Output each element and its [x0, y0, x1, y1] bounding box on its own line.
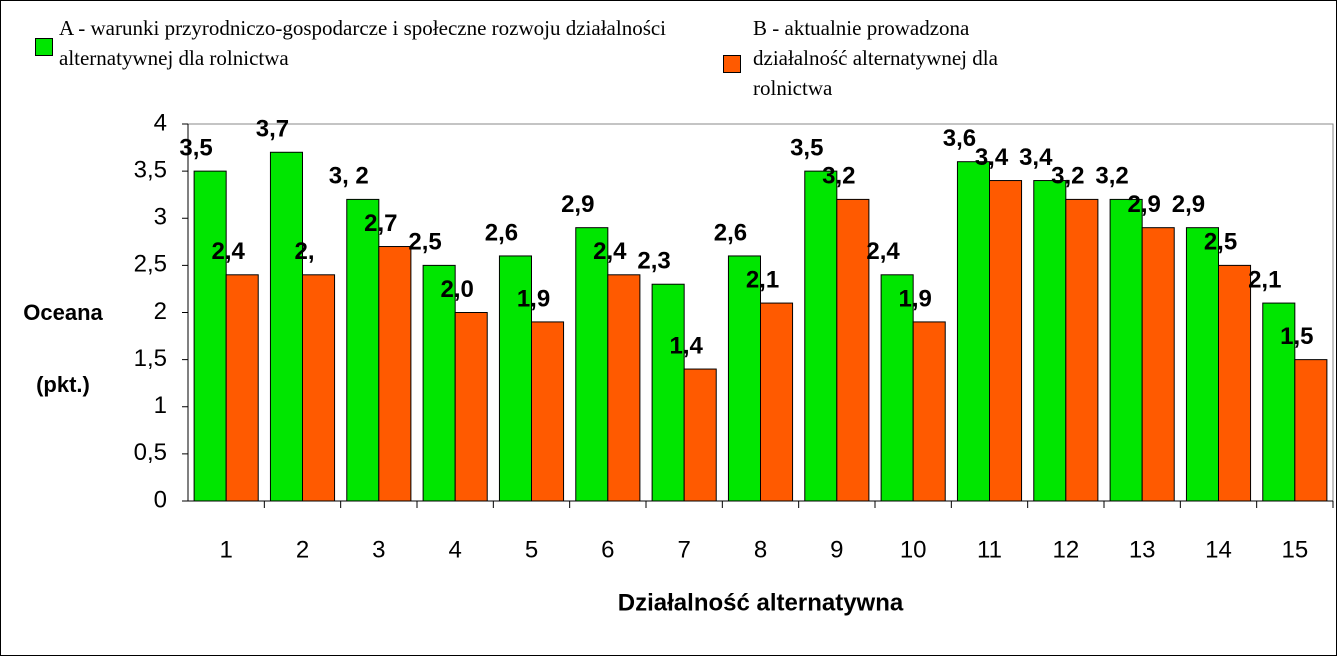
bar [302, 274, 336, 502]
bar [1109, 198, 1143, 502]
value-label: 3,5 [179, 134, 212, 161]
value-label: 2,9 [561, 191, 594, 218]
legend-entry: A - warunki przyrodniczo-gospodarcze i s… [59, 16, 667, 70]
value-label: 2,4 [593, 238, 627, 265]
bar [1033, 180, 1067, 502]
value-label: 2,5 [1204, 229, 1237, 256]
value-label: 3,4 [1019, 144, 1053, 171]
legend-swatch [35, 38, 53, 56]
value-label: 3,2 [1051, 163, 1084, 190]
bar [607, 274, 641, 502]
value-label: 1,9 [898, 285, 931, 312]
bar [269, 151, 304, 502]
bar [956, 161, 991, 502]
value-label: 2,1 [1248, 266, 1281, 293]
bar [378, 246, 412, 502]
x-tick-label: 1 [219, 536, 232, 563]
bar [193, 170, 227, 502]
x-tick-label: 11 [977, 536, 1002, 563]
x-axis-label: Działalność alternatywna [618, 589, 904, 616]
value-label: 3,2 [1095, 163, 1128, 190]
y-axis-label: Oceana [23, 300, 103, 325]
value-label: 2,3 [637, 248, 670, 275]
value-label: 1,4 [669, 332, 703, 359]
bar [575, 227, 609, 502]
bar [1141, 227, 1175, 502]
value-label: 2,4 [866, 238, 900, 265]
value-label: 2, [294, 238, 314, 265]
bar [346, 198, 380, 502]
bar [989, 180, 1023, 502]
bar [760, 302, 794, 502]
y-tick-label: 3,5 [134, 156, 167, 183]
x-tick-label: 6 [601, 536, 614, 563]
value-label: 3,5 [790, 134, 823, 161]
bar [683, 368, 717, 502]
x-tick-label: 13 [1129, 536, 1156, 563]
bar [1262, 302, 1296, 502]
value-label: 3,4 [975, 144, 1009, 171]
y-tick-label: 2 [154, 298, 167, 325]
bar [1185, 227, 1219, 502]
x-tick-label: 10 [900, 536, 927, 563]
x-tick-label: 3 [372, 536, 385, 563]
value-label: 2,0 [440, 276, 473, 303]
bar [531, 321, 565, 502]
x-tick-label: 4 [448, 536, 461, 563]
y-tick-label: 2,5 [134, 251, 167, 278]
x-tick-label: 7 [677, 536, 690, 563]
y-tick-label: 3 [154, 204, 167, 231]
legend-entry: B - aktualnie prowadzona działalność alt… [753, 16, 998, 100]
bar [912, 321, 946, 502]
value-label: 3,7 [256, 116, 289, 143]
value-label: 2,7 [364, 210, 397, 237]
y-tick-label: 1 [154, 392, 167, 419]
value-label: 3,2 [822, 163, 855, 190]
y-tick-label: 1,5 [134, 345, 167, 372]
y-tick-label: 4 [154, 109, 167, 136]
legend-swatch [723, 55, 741, 73]
x-tick-label: 2 [296, 536, 309, 563]
x-tick-label: 14 [1205, 536, 1232, 563]
value-label: 1,5 [1280, 323, 1313, 350]
value-label: 2,5 [408, 229, 441, 256]
x-tick-label: 15 [1281, 536, 1308, 563]
x-tick-label: 12 [1052, 536, 1079, 563]
value-label: 3,6 [943, 125, 976, 152]
y-tick-label: 0 [154, 486, 167, 513]
value-label: 2,9 [1127, 191, 1160, 218]
value-label: 2,4 [211, 238, 245, 265]
value-label: 2,1 [746, 266, 779, 293]
bar [225, 274, 259, 502]
bar [454, 312, 488, 502]
y-axis-label: (pkt.) [36, 372, 90, 397]
bar [1294, 359, 1328, 502]
bar [836, 198, 870, 502]
value-label: 2,6 [714, 219, 747, 246]
value-label: 2,9 [1172, 191, 1205, 218]
x-tick-label: 5 [525, 536, 538, 563]
bar [804, 170, 838, 502]
value-label: 3, 2 [329, 163, 369, 190]
value-label: 1,9 [517, 285, 550, 312]
x-tick-label: 8 [754, 536, 767, 563]
x-tick-label: 9 [830, 536, 843, 563]
bar [422, 264, 456, 502]
y-tick-label: 0,5 [134, 439, 167, 466]
bar [1065, 198, 1099, 502]
bar [651, 283, 685, 502]
value-label: 2,6 [485, 219, 518, 246]
bar [498, 255, 533, 502]
bar [1218, 264, 1252, 502]
